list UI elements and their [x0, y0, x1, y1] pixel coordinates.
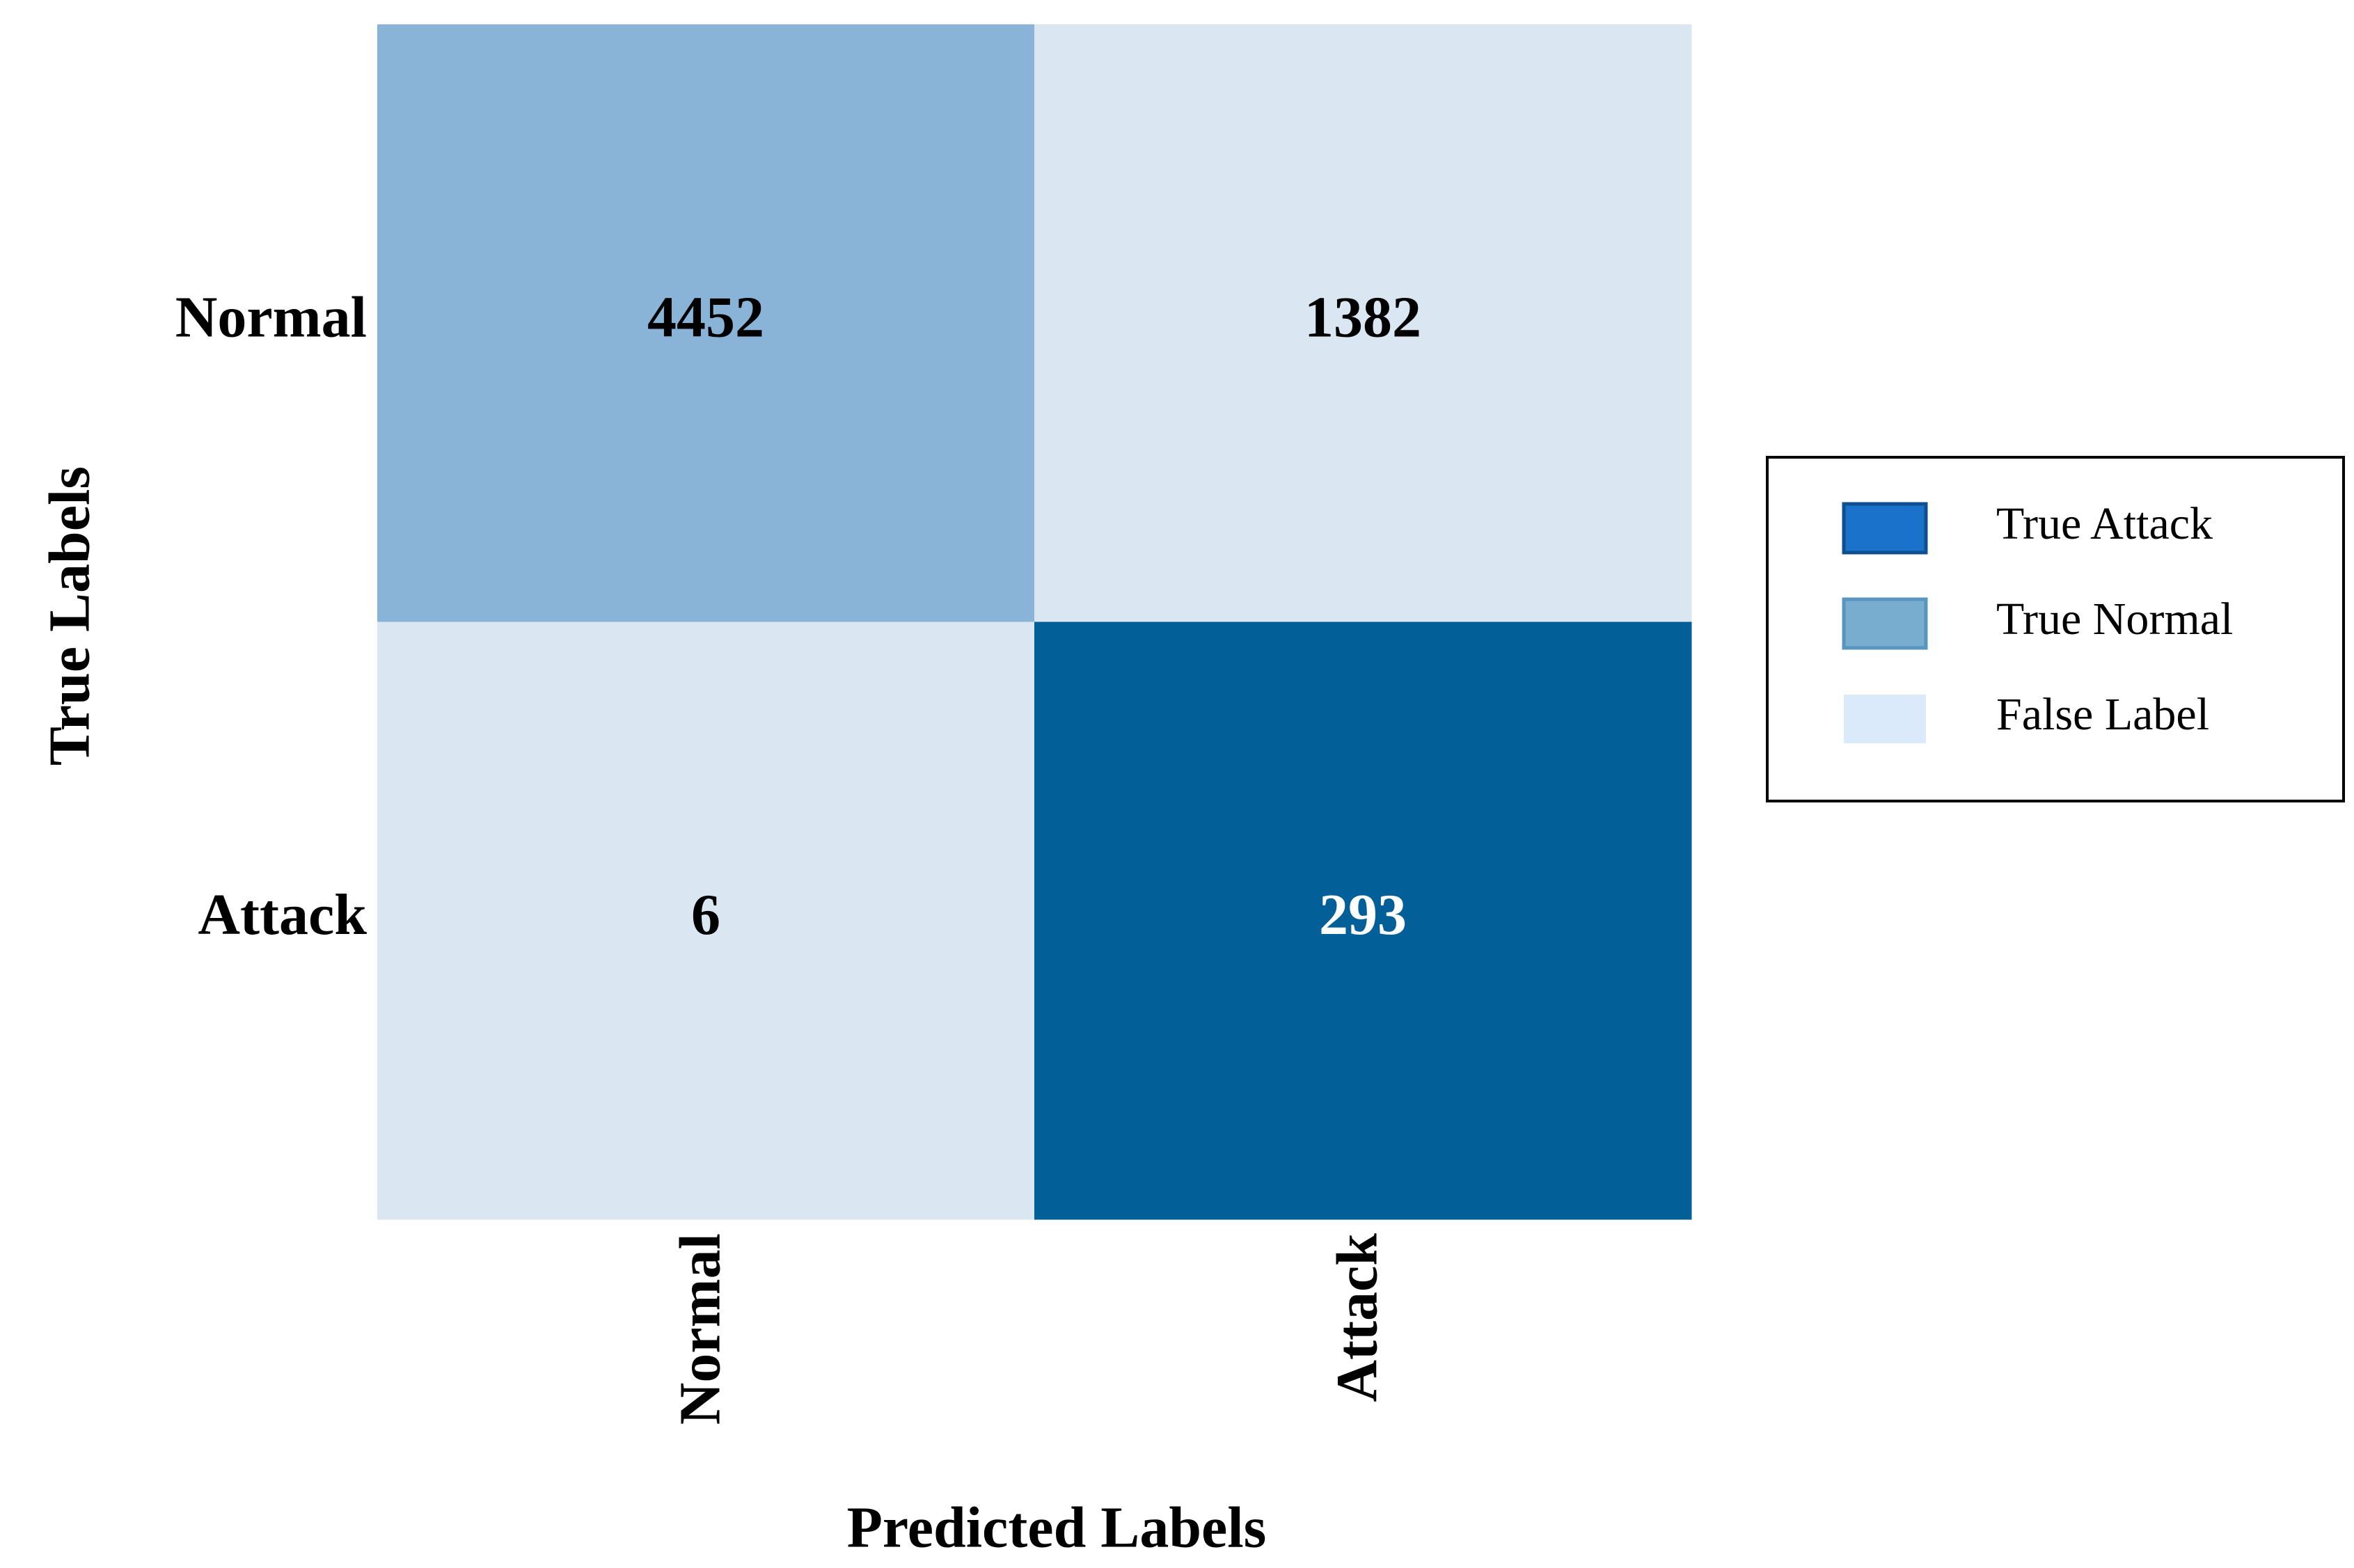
legend-label: True Normal [1996, 594, 2233, 644]
legend-label: False Label [1996, 689, 2209, 740]
y-tick-label: Normal [175, 285, 367, 350]
y-tick-label: Attack [198, 882, 367, 947]
legend-label: True Attack [1996, 498, 2213, 549]
y-axis-title: True Labels [37, 466, 102, 766]
cell [377, 24, 1035, 622]
x-tick-label: Normal [668, 1233, 732, 1425]
legend-swatch [1842, 502, 1928, 555]
x-tick-label: Attack [1325, 1233, 1389, 1402]
cell [1034, 24, 1692, 622]
cell-value: 6 [691, 882, 720, 947]
cell-value: 1382 [1304, 285, 1421, 350]
cell-value: 293 [1319, 882, 1407, 947]
legend-swatch [1844, 695, 1926, 743]
cell [377, 621, 1035, 1220]
legend-swatch [1842, 597, 1928, 650]
cell [1034, 621, 1692, 1220]
x-axis-title: Predicted Labels [847, 1495, 1267, 1560]
cell-value: 4452 [647, 285, 764, 350]
